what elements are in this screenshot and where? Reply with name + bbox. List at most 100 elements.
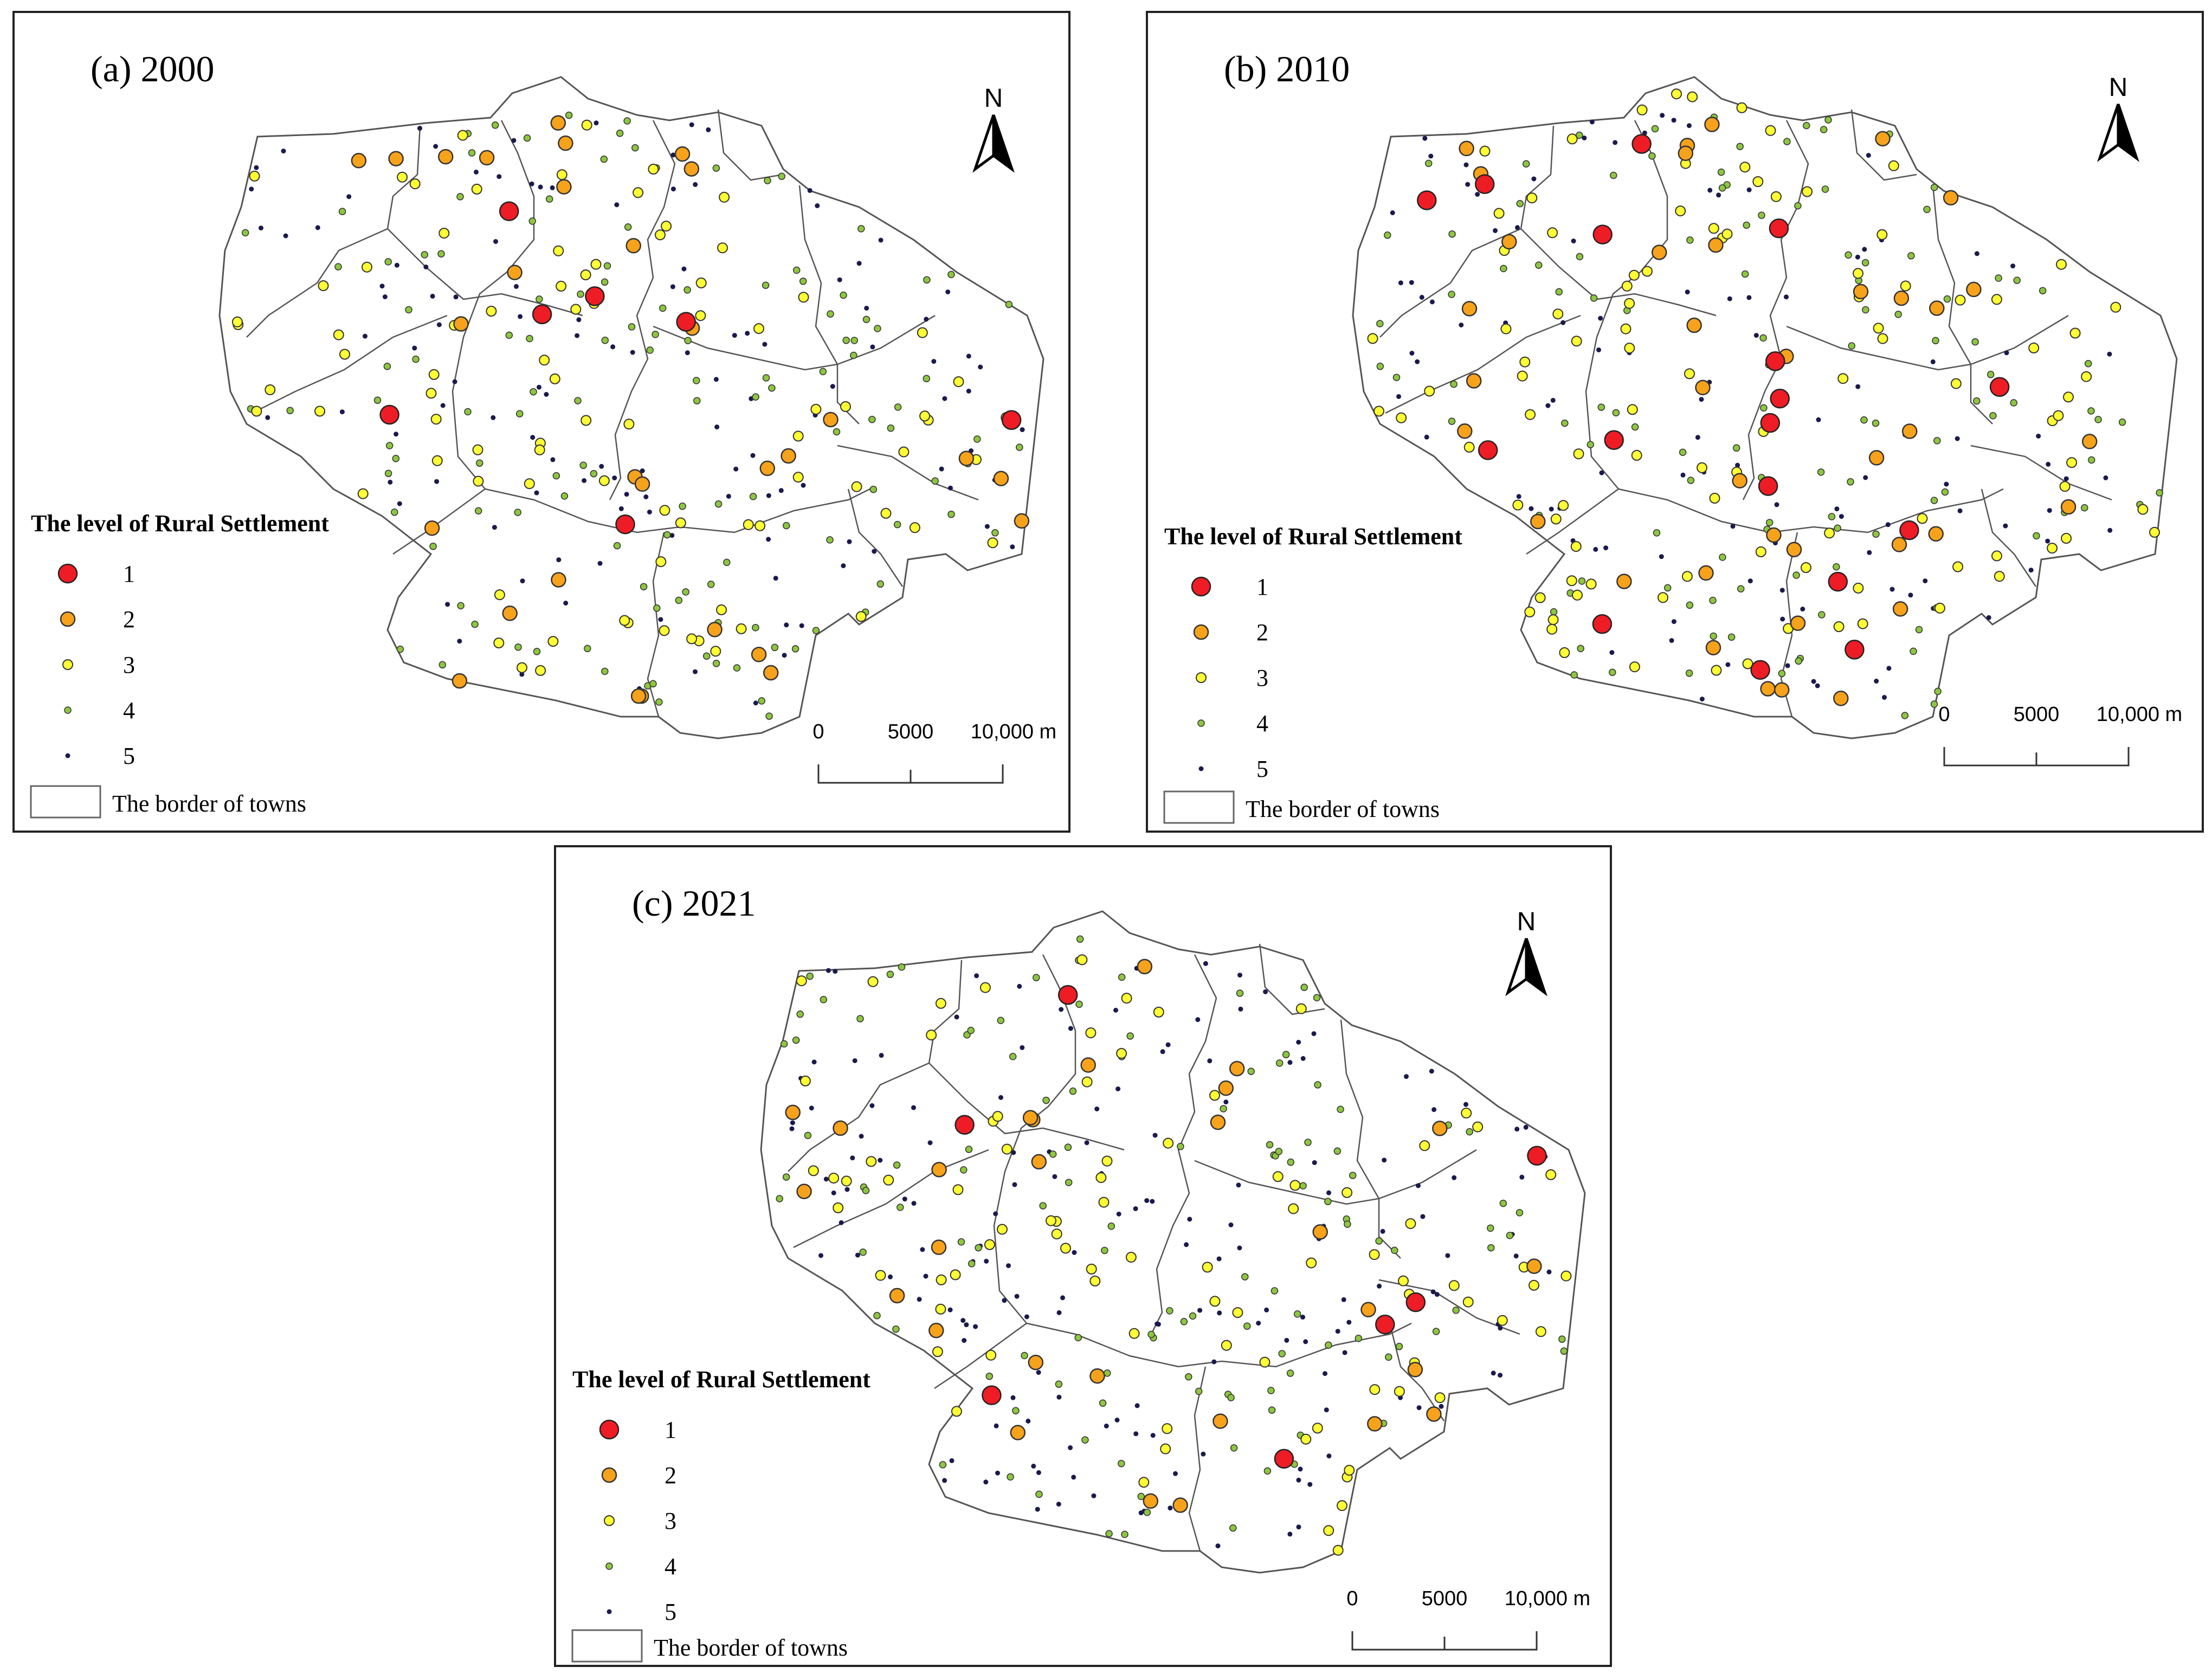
settlement-level-5 <box>1428 153 1434 159</box>
settlement-level-5 <box>1238 1006 1243 1012</box>
settlement-level-3 <box>810 404 822 415</box>
settlement-level-3 <box>936 1274 947 1285</box>
settlement-level-4 <box>947 510 955 518</box>
settlement-level-5 <box>1150 1199 1155 1204</box>
settlement-level-3 <box>1001 1143 1013 1155</box>
settlement-level-5 <box>878 1157 883 1163</box>
settlement-level-5 <box>550 457 556 462</box>
settlement-level-5 <box>612 475 617 481</box>
settlement-level-5 <box>872 549 877 554</box>
settlement-level-3 <box>1636 104 1648 115</box>
settlement-level-3 <box>1550 513 1562 525</box>
settlement-level-5 <box>1659 554 1664 559</box>
settlement-level-2 <box>931 1239 947 1256</box>
settlement-level-5 <box>1609 650 1615 655</box>
settlement-level-2 <box>1426 1406 1442 1422</box>
settlement-level-4 <box>653 604 661 612</box>
settlement-level-5 <box>954 1014 959 1020</box>
settlement-level-2 <box>1014 513 1030 529</box>
settlement-level-5 <box>618 506 624 511</box>
settlement-level-5 <box>1986 615 1991 620</box>
settlement-level-3 <box>1991 550 2002 562</box>
settlement-level-4 <box>1376 363 1384 370</box>
settlement-level-3 <box>1642 266 1653 277</box>
settlement-level-4 <box>796 1010 804 1018</box>
settlement-level-5 <box>1071 1475 1076 1480</box>
settlement-level-4 <box>1820 126 1828 133</box>
settlement-level-5 <box>2107 527 2113 533</box>
settlement-level-3 <box>1221 1340 1232 1351</box>
settlement-level-5 <box>1060 1295 1065 1301</box>
settlement-level-2 <box>931 1162 947 1177</box>
settlement-level-2 <box>958 450 975 466</box>
settlement-level-2 <box>479 150 495 166</box>
settlement-level-4 <box>1685 670 1693 677</box>
legend: The level of Rural Settlement 1 2 3 4 5 … <box>30 510 329 819</box>
settlement-level-1 <box>615 514 635 535</box>
north-arrow-right-half <box>1525 938 1547 996</box>
settlement-level-4 <box>2094 416 2102 423</box>
settlement-level-4 <box>1989 412 1997 420</box>
settlement-level-4 <box>1821 185 1829 193</box>
settlement-level-3 <box>1991 294 2002 305</box>
settlement-level-5 <box>423 265 429 269</box>
settlement-level-2 <box>823 411 839 428</box>
settlement-level-5 <box>1863 475 1868 480</box>
settlement-level-4 <box>624 223 632 231</box>
settlement-level-5 <box>1195 1017 1201 1022</box>
settlement-level-4 <box>663 531 671 539</box>
settlement-level-5 <box>599 464 604 469</box>
settlement-level-5 <box>1886 666 1892 671</box>
settlement-level-3 <box>716 604 727 615</box>
settlement-level-5 <box>859 1134 864 1139</box>
town-border <box>653 314 936 371</box>
settlement-level-4 <box>1278 1350 1286 1357</box>
settlement-level-4 <box>1930 700 1938 708</box>
settlement-level-5 <box>346 194 352 199</box>
settlement-level-5 <box>544 392 549 397</box>
settlement-level-1 <box>585 286 605 306</box>
settlement-level-4 <box>1973 397 1981 405</box>
settlement-level-4 <box>868 415 876 423</box>
settlement-level-1 <box>1057 985 1078 1005</box>
settlement-level-5 <box>1298 1466 1303 1472</box>
settlement-level-3 <box>1833 621 1845 632</box>
north-label: N <box>984 84 1003 113</box>
town-border <box>1932 185 1993 424</box>
settlement-level-5 <box>947 1307 953 1312</box>
settlement-level-4 <box>1971 338 1979 346</box>
settlement-level-3 <box>808 1165 819 1176</box>
settlement-level-3 <box>1138 1477 1150 1488</box>
settlement-level-3 <box>655 556 667 568</box>
settlement-level-3 <box>648 164 659 175</box>
settlement-level-5 <box>837 277 842 282</box>
settlement-level-4 <box>768 384 776 392</box>
settlement-level-5 <box>1011 1150 1016 1155</box>
settlement-level-4 <box>771 643 779 652</box>
settlement-level-4 <box>1275 1059 1284 1067</box>
settlement-level-3 <box>695 277 707 288</box>
settlement-level-4 <box>1550 608 1558 616</box>
settlement-level-4 <box>241 229 249 237</box>
settlement-level-5 <box>640 468 645 473</box>
settlement-level-4 <box>1005 300 1013 308</box>
settlement-level-2 <box>1704 117 1720 132</box>
settlement-level-4 <box>1432 1328 1440 1335</box>
settlement-level-4 <box>1177 1143 1184 1150</box>
settlement-level-2 <box>1466 373 1482 389</box>
settlement-level-2 <box>928 1323 944 1338</box>
settlement-level-2 <box>1080 1057 1096 1073</box>
settlement-level-3 <box>953 376 964 388</box>
settlement-level-4 <box>1313 994 1321 1002</box>
settlement-level-5 <box>412 345 417 351</box>
settlement-level-3 <box>743 519 754 530</box>
settlement-level-5 <box>799 623 804 628</box>
settlement-level-5 <box>949 1458 955 1463</box>
settlement-level-4 <box>894 403 902 411</box>
settlement-level-5 <box>1874 678 1879 684</box>
settlement-level-2 <box>833 1120 848 1136</box>
settlement-level-4 <box>957 1238 965 1246</box>
study-area-map <box>760 910 1586 1574</box>
settlement-level-5 <box>1323 1371 1327 1376</box>
legend-symbol-1 <box>57 563 78 584</box>
